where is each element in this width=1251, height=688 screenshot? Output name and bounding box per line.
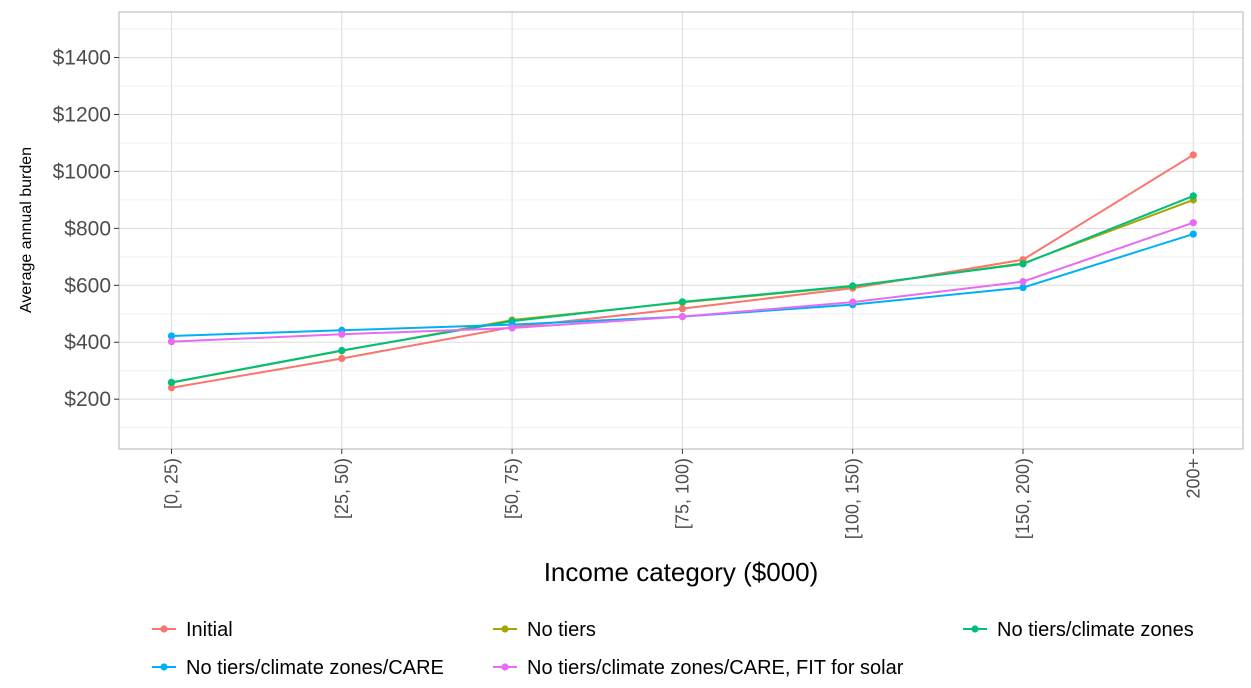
- legend-item: No tiers/climate zones: [963, 619, 1194, 641]
- data-point: [338, 346, 346, 355]
- y-axis: $200 $400 $600 $800 $1000 $1200 $1400: [53, 47, 119, 411]
- data-point: [1189, 192, 1197, 200]
- x-tick-label: 200+: [1183, 458, 1203, 499]
- y-tick-label: $800: [64, 217, 111, 240]
- legend-label: No tiers/climate zones/CARE, FIT for sol…: [527, 657, 904, 679]
- y-axis-title: Average annual burden: [18, 147, 35, 313]
- data-point: [1019, 283, 1027, 292]
- legend-item: No tiers/climate zones/CARE, FIT for sol…: [493, 657, 904, 679]
- data-point: [167, 332, 176, 340]
- data-point: [338, 330, 346, 338]
- data-point: [849, 282, 857, 290]
- data-point: [1189, 219, 1197, 227]
- data-point: [1019, 260, 1027, 268]
- y-tick-label: $1200: [53, 103, 111, 126]
- data-point: [678, 305, 687, 313]
- series-layer: [167, 151, 1197, 392]
- data-point: [849, 298, 857, 306]
- data-point: [1019, 278, 1027, 286]
- data-point: [167, 384, 176, 392]
- legend-label: Initial: [186, 619, 233, 641]
- x-tick-label: [75, 100): [672, 458, 692, 529]
- data-point: [167, 338, 176, 346]
- y-tick-label: $600: [64, 274, 111, 297]
- data-point: [1189, 230, 1197, 238]
- x-axis: [0, 25) [25, 50) [50, 75) [75, 100) [100, 15…: [162, 449, 1203, 539]
- legend-key-point: [160, 625, 168, 633]
- legend-item: No tiers/climate zones/CARE: [152, 657, 444, 679]
- data-point: [508, 324, 516, 332]
- legend-item: Initial: [152, 619, 233, 641]
- grid: [119, 12, 1243, 449]
- x-axis-title: Income category ($000): [544, 557, 819, 587]
- plot-panel-border: [118, 11, 1244, 450]
- data-point: [338, 354, 346, 363]
- data-point: [167, 378, 176, 386]
- x-tick-label: [100, 150): [843, 458, 863, 539]
- legend-key-point: [160, 663, 168, 671]
- x-tick-label: [0, 25): [162, 458, 182, 509]
- legend-label: No tiers/climate zones: [997, 619, 1194, 641]
- data-point: [678, 298, 687, 306]
- legend: Initial No tiers No tiers/climate zones No …: [152, 619, 1194, 679]
- legend-label: No tiers/climate zones/CARE: [186, 657, 444, 679]
- data-point: [678, 313, 687, 321]
- y-tick-label: $200: [64, 388, 111, 411]
- legend-key-point: [501, 625, 509, 633]
- legend-key-point: [501, 663, 509, 671]
- x-tick-label: [150, 200): [1013, 458, 1033, 539]
- x-tick-label: [25, 50): [332, 458, 352, 519]
- y-tick-label: $1400: [53, 47, 111, 70]
- legend-item: No tiers: [493, 619, 596, 641]
- legend-label: No tiers: [527, 619, 596, 641]
- y-tick-label: $1000: [53, 160, 111, 183]
- legend-key-point: [971, 625, 979, 633]
- y-tick-label: $400: [64, 331, 111, 354]
- series-2: [167, 192, 1197, 386]
- x-tick-label: [50, 75): [502, 458, 522, 519]
- series-4: [167, 219, 1197, 346]
- data-point: [1189, 151, 1197, 159]
